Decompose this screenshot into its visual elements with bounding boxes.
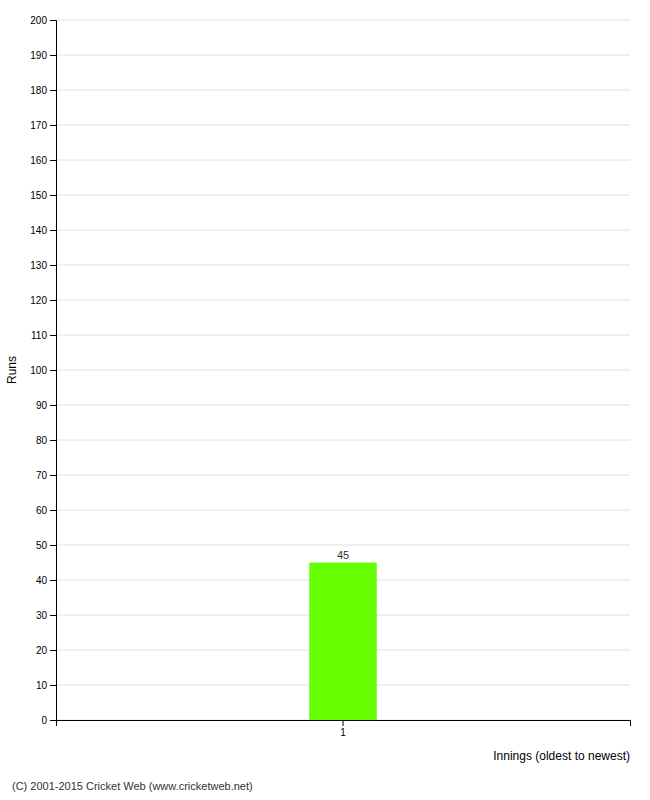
y-tick: 100 — [30, 365, 56, 376]
grid-line — [56, 265, 630, 266]
grid-line — [56, 55, 630, 56]
y-tick: 120 — [30, 295, 56, 306]
y-tick-label: 90 — [36, 400, 48, 411]
y-tick-label: 190 — [30, 50, 47, 61]
grid-line — [56, 230, 630, 231]
y-tick: 10 — [36, 680, 56, 691]
y-tick: 20 — [36, 645, 56, 656]
grid-line — [56, 90, 630, 91]
y-tick: 170 — [30, 120, 56, 131]
y-tick-mark — [50, 195, 56, 196]
y-tick-mark — [50, 55, 56, 56]
grid-line — [56, 160, 630, 161]
y-tick: 160 — [30, 155, 56, 166]
y-tick-mark — [50, 405, 56, 406]
y-axis-title: Runs — [5, 356, 19, 384]
y-tick-label: 180 — [30, 85, 47, 96]
x-axis-title: Innings (oldest to newest) — [493, 749, 630, 763]
y-tick: 30 — [36, 610, 56, 621]
y-tick-label: 130 — [30, 260, 47, 271]
y-tick-mark — [50, 20, 56, 21]
grid-line — [56, 20, 630, 21]
y-tick-mark — [50, 545, 56, 546]
y-tick-label: 110 — [31, 330, 47, 341]
y-tick-label: 100 — [30, 365, 47, 376]
y-tick-mark — [50, 685, 56, 686]
y-tick-label: 150 — [30, 190, 47, 201]
y-tick: 140 — [30, 225, 56, 236]
y-tick: 190 — [30, 50, 56, 61]
x-tick-label: 1 — [340, 727, 346, 738]
y-tick-label: 0 — [41, 715, 47, 726]
y-tick-label: 160 — [30, 155, 47, 166]
y-tick: 110 — [31, 330, 56, 341]
y-tick-label: 50 — [36, 540, 48, 551]
y-tick: 90 — [36, 400, 56, 411]
grid — [56, 20, 630, 720]
y-tick-mark — [50, 90, 56, 91]
y-tick: 80 — [36, 435, 56, 446]
y-tick-label: 70 — [36, 470, 48, 481]
bar — [309, 563, 377, 721]
y-tick-label: 80 — [36, 435, 48, 446]
y-tick-mark — [50, 160, 56, 161]
y-tick-label: 200 — [30, 15, 47, 26]
y-tick: 70 — [36, 470, 56, 481]
y-tick-mark — [50, 510, 56, 511]
x-tick: 1 — [340, 720, 346, 738]
grid-line — [56, 475, 630, 476]
grid-line — [56, 370, 630, 371]
y-tick: 180 — [30, 85, 56, 96]
y-tick-mark — [50, 370, 56, 371]
y-tick-mark — [50, 580, 56, 581]
y-tick-label: 40 — [36, 575, 48, 586]
data-labels: 45 — [337, 549, 349, 561]
y-tick: 130 — [30, 260, 56, 271]
y-tick-mark — [50, 650, 56, 651]
y-tick-mark — [50, 125, 56, 126]
y-tick-mark — [50, 335, 56, 336]
y-axis: 0 10 20 30 40 50 60 70 80 90 100 110 120 130 140 150 160… — [30, 15, 56, 726]
x-axis: 1 — [57, 720, 631, 738]
data-label: 45 — [337, 549, 349, 561]
y-axis-line — [50, 21, 57, 721]
y-tick: 50 — [36, 540, 56, 551]
y-tick-mark — [50, 615, 56, 616]
y-tick-mark — [50, 440, 56, 441]
grid-line — [56, 510, 630, 511]
y-tick-label: 30 — [36, 610, 48, 621]
y-tick: 0 — [41, 715, 56, 726]
grid-line — [56, 335, 630, 336]
footer: (C) 2001-2015 Cricket Web (www.cricketwe… — [12, 780, 253, 792]
x-axis-line — [57, 721, 631, 727]
y-tick: 40 — [36, 575, 56, 586]
plot: 45 0 10 20 30 40 50 60 70 80 90 100 110 120 130 140 150 1… — [30, 15, 630, 738]
y-tick-label: 60 — [36, 505, 48, 516]
y-tick-label: 140 — [30, 225, 47, 236]
grid-line — [56, 440, 630, 441]
grid-line — [56, 125, 630, 126]
y-tick-label: 10 — [36, 680, 48, 691]
y-tick-label: 20 — [36, 645, 48, 656]
y-tick-label: 120 — [30, 295, 47, 306]
y-tick-mark — [50, 475, 56, 476]
grid-line — [56, 195, 630, 196]
chart: 45 0 10 20 30 40 50 60 70 80 90 100 110 120 130 140 150 1… — [0, 0, 650, 800]
y-tick: 200 — [30, 15, 56, 26]
y-tick-mark — [50, 230, 56, 231]
y-tick-label: 170 — [30, 120, 47, 131]
y-tick-mark — [50, 265, 56, 266]
y-tick: 60 — [36, 505, 56, 516]
grid-line — [56, 545, 630, 546]
grid-line — [56, 300, 630, 301]
y-tick-mark — [50, 720, 56, 721]
grid-line — [56, 405, 630, 406]
y-tick: 150 — [30, 190, 56, 201]
bars — [309, 563, 377, 721]
y-tick-mark — [50, 300, 56, 301]
x-tick-mark — [343, 720, 344, 726]
